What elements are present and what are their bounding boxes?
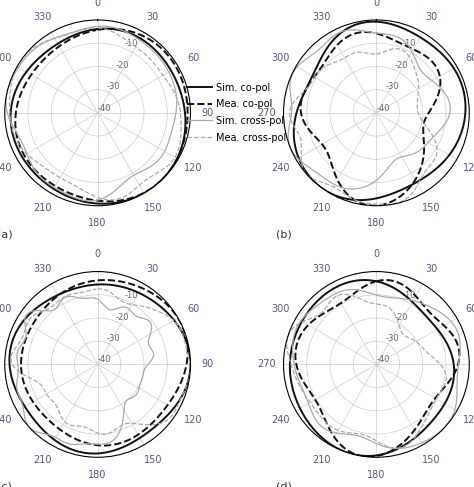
- Text: (a): (a): [0, 230, 12, 240]
- Legend: Sim. co-pol, Mea. co-pol, Sim. cross-pol, Mea. cross-pol: Sim. co-pol, Mea. co-pol, Sim. cross-pol…: [183, 79, 291, 147]
- Text: (d): (d): [275, 482, 292, 487]
- Text: (b): (b): [275, 230, 292, 240]
- Text: (c): (c): [0, 482, 12, 487]
